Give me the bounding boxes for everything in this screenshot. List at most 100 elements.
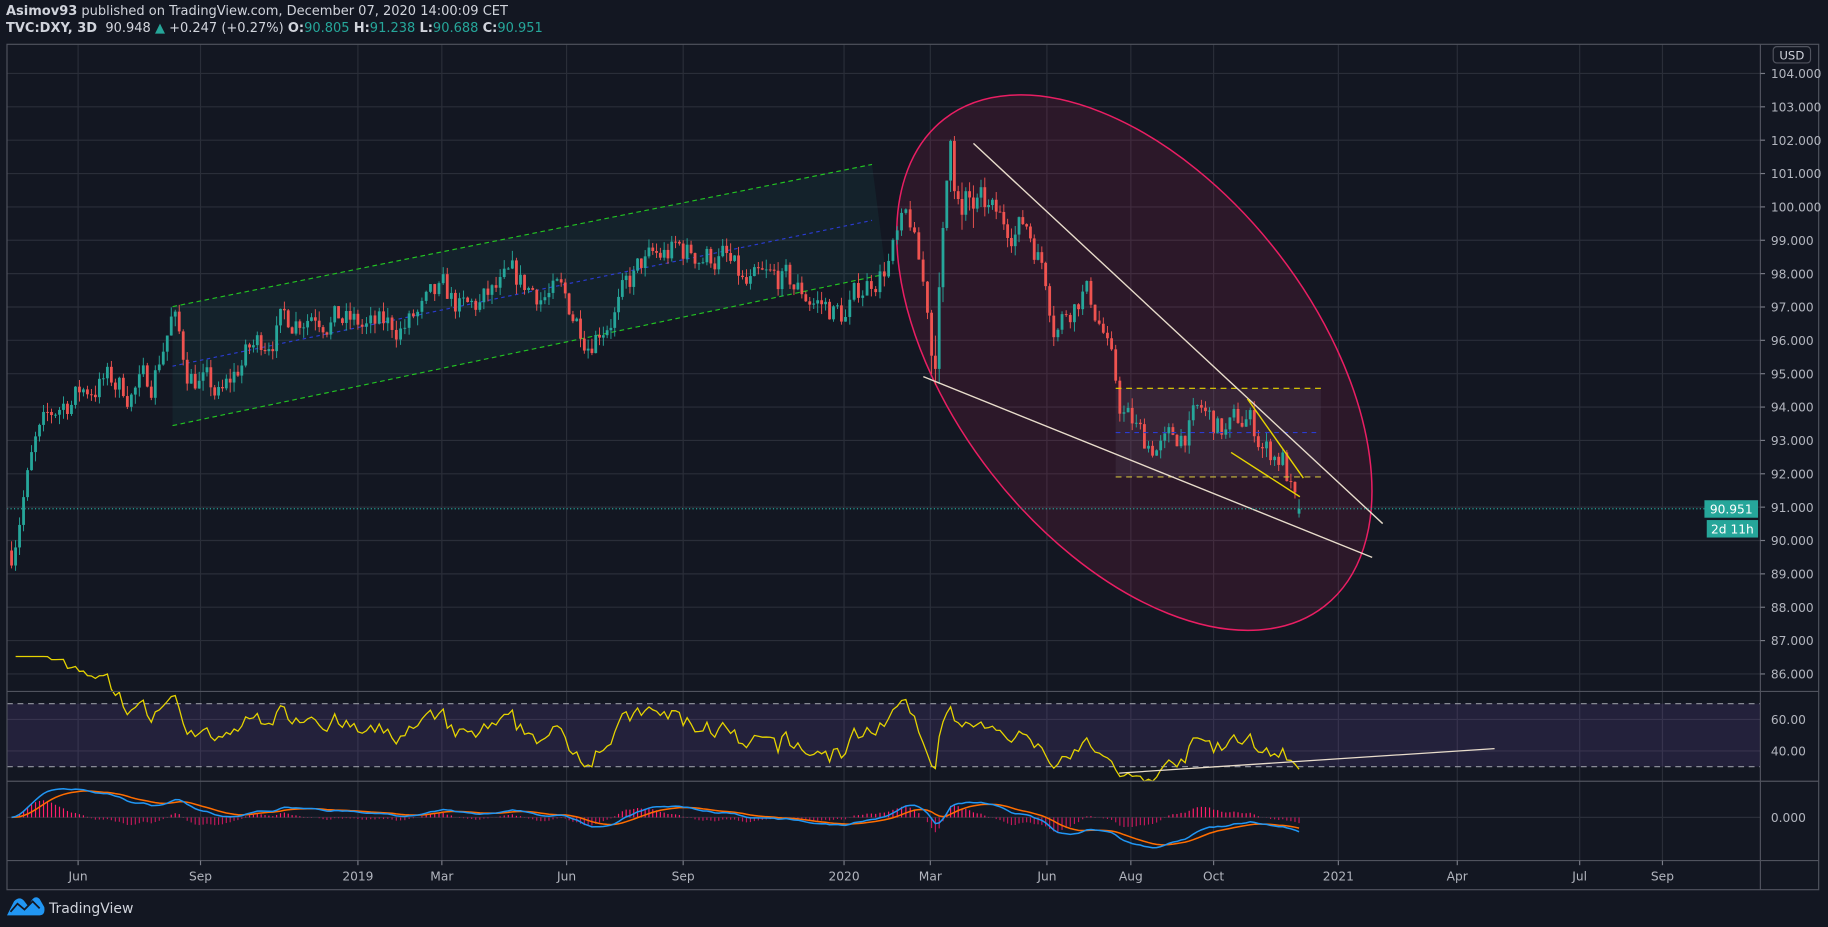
candle[interactable] [987, 199, 991, 214]
candle[interactable] [784, 259, 788, 278]
candle[interactable] [1101, 317, 1105, 335]
candle[interactable] [105, 362, 109, 386]
candle[interactable] [582, 330, 586, 354]
candle[interactable] [1200, 399, 1203, 413]
candle[interactable] [917, 227, 921, 260]
candle[interactable] [861, 290, 865, 307]
candle[interactable] [1122, 405, 1126, 422]
candle[interactable] [217, 381, 220, 400]
candle[interactable] [224, 374, 228, 391]
candle[interactable] [1256, 430, 1260, 451]
wedge-upper-line[interactable] [1246, 398, 1304, 479]
candle[interactable] [506, 266, 510, 270]
candle[interactable] [689, 240, 693, 255]
candle[interactable] [725, 238, 729, 262]
macd-pane[interactable] [11, 787, 1300, 849]
candle[interactable] [313, 309, 317, 331]
candle[interactable] [1021, 210, 1025, 226]
candle[interactable] [636, 258, 639, 273]
candle[interactable] [655, 243, 658, 259]
candle[interactable] [1297, 499, 1301, 518]
candle[interactable] [54, 413, 57, 419]
candle[interactable] [1212, 410, 1216, 441]
rsi-trendline[interactable] [1119, 747, 1495, 774]
candle[interactable] [1006, 218, 1010, 248]
candle[interactable] [185, 352, 189, 391]
candle[interactable] [240, 359, 244, 384]
candle[interactable] [1228, 417, 1232, 438]
candle[interactable] [161, 342, 165, 366]
candle[interactable] [632, 265, 636, 295]
candle[interactable] [733, 255, 736, 262]
candle[interactable] [752, 264, 756, 277]
candle[interactable] [201, 363, 205, 391]
candle[interactable] [840, 297, 843, 325]
candle[interactable] [865, 273, 869, 296]
downtrend-upper-line[interactable] [972, 142, 1384, 525]
candle[interactable] [209, 359, 213, 397]
candle[interactable] [933, 335, 937, 385]
candle[interactable] [1110, 331, 1113, 351]
candle[interactable] [348, 302, 352, 330]
candle[interactable] [945, 180, 949, 231]
candle[interactable] [317, 311, 321, 333]
candle[interactable] [290, 326, 294, 334]
candle[interactable] [14, 540, 17, 571]
candle[interactable] [609, 319, 613, 339]
candle[interactable] [1056, 328, 1060, 342]
candle[interactable] [478, 294, 482, 313]
candle[interactable] [145, 362, 149, 388]
candle[interactable] [515, 257, 518, 295]
candle[interactable] [34, 431, 37, 462]
candle[interactable] [149, 380, 153, 401]
candle[interactable] [737, 246, 740, 285]
candle[interactable] [90, 388, 93, 401]
candle[interactable] [433, 283, 437, 302]
candle[interactable] [213, 384, 217, 400]
candle[interactable] [1013, 225, 1017, 256]
candle[interactable] [356, 309, 360, 330]
candle[interactable] [693, 252, 697, 269]
candle[interactable] [407, 310, 411, 335]
candle[interactable] [804, 291, 808, 303]
candle[interactable] [248, 342, 251, 355]
candle[interactable] [666, 243, 670, 264]
candle[interactable] [117, 376, 121, 398]
candle[interactable] [949, 139, 952, 192]
candle[interactable] [891, 238, 895, 265]
candle[interactable] [1208, 407, 1211, 420]
candle[interactable] [189, 368, 193, 384]
candle[interactable] [255, 331, 259, 353]
candle[interactable] [874, 286, 878, 297]
candle[interactable] [800, 276, 804, 299]
candle[interactable] [1220, 417, 1224, 440]
candle[interactable] [263, 342, 267, 355]
candle[interactable] [1204, 401, 1207, 417]
candle[interactable] [221, 379, 224, 392]
candle[interactable] [792, 284, 796, 296]
highlight-ellipse[interactable] [802, 8, 1467, 718]
candle[interactable] [908, 200, 912, 231]
candle[interactable] [1093, 304, 1097, 323]
candle[interactable] [298, 319, 302, 335]
candle[interactable] [38, 423, 41, 442]
channel-mid-line[interactable] [172, 219, 873, 367]
candle[interactable] [377, 307, 381, 325]
candle[interactable] [173, 309, 177, 327]
candle[interactable] [1151, 440, 1154, 458]
candle[interactable] [486, 280, 490, 302]
candle[interactable] [1187, 411, 1191, 454]
candle[interactable] [86, 385, 89, 399]
candle[interactable] [776, 262, 780, 296]
candle[interactable] [926, 280, 929, 320]
candle[interactable] [1195, 404, 1199, 409]
candle[interactable] [555, 277, 559, 282]
candle[interactable] [559, 272, 563, 287]
rising-channel-fill[interactable] [172, 164, 887, 426]
candle[interactable] [960, 182, 964, 230]
candle[interactable] [325, 331, 329, 338]
candle[interactable] [294, 311, 298, 336]
candle[interactable] [1183, 435, 1187, 453]
candle[interactable] [1064, 310, 1068, 317]
candle[interactable] [1289, 473, 1293, 489]
